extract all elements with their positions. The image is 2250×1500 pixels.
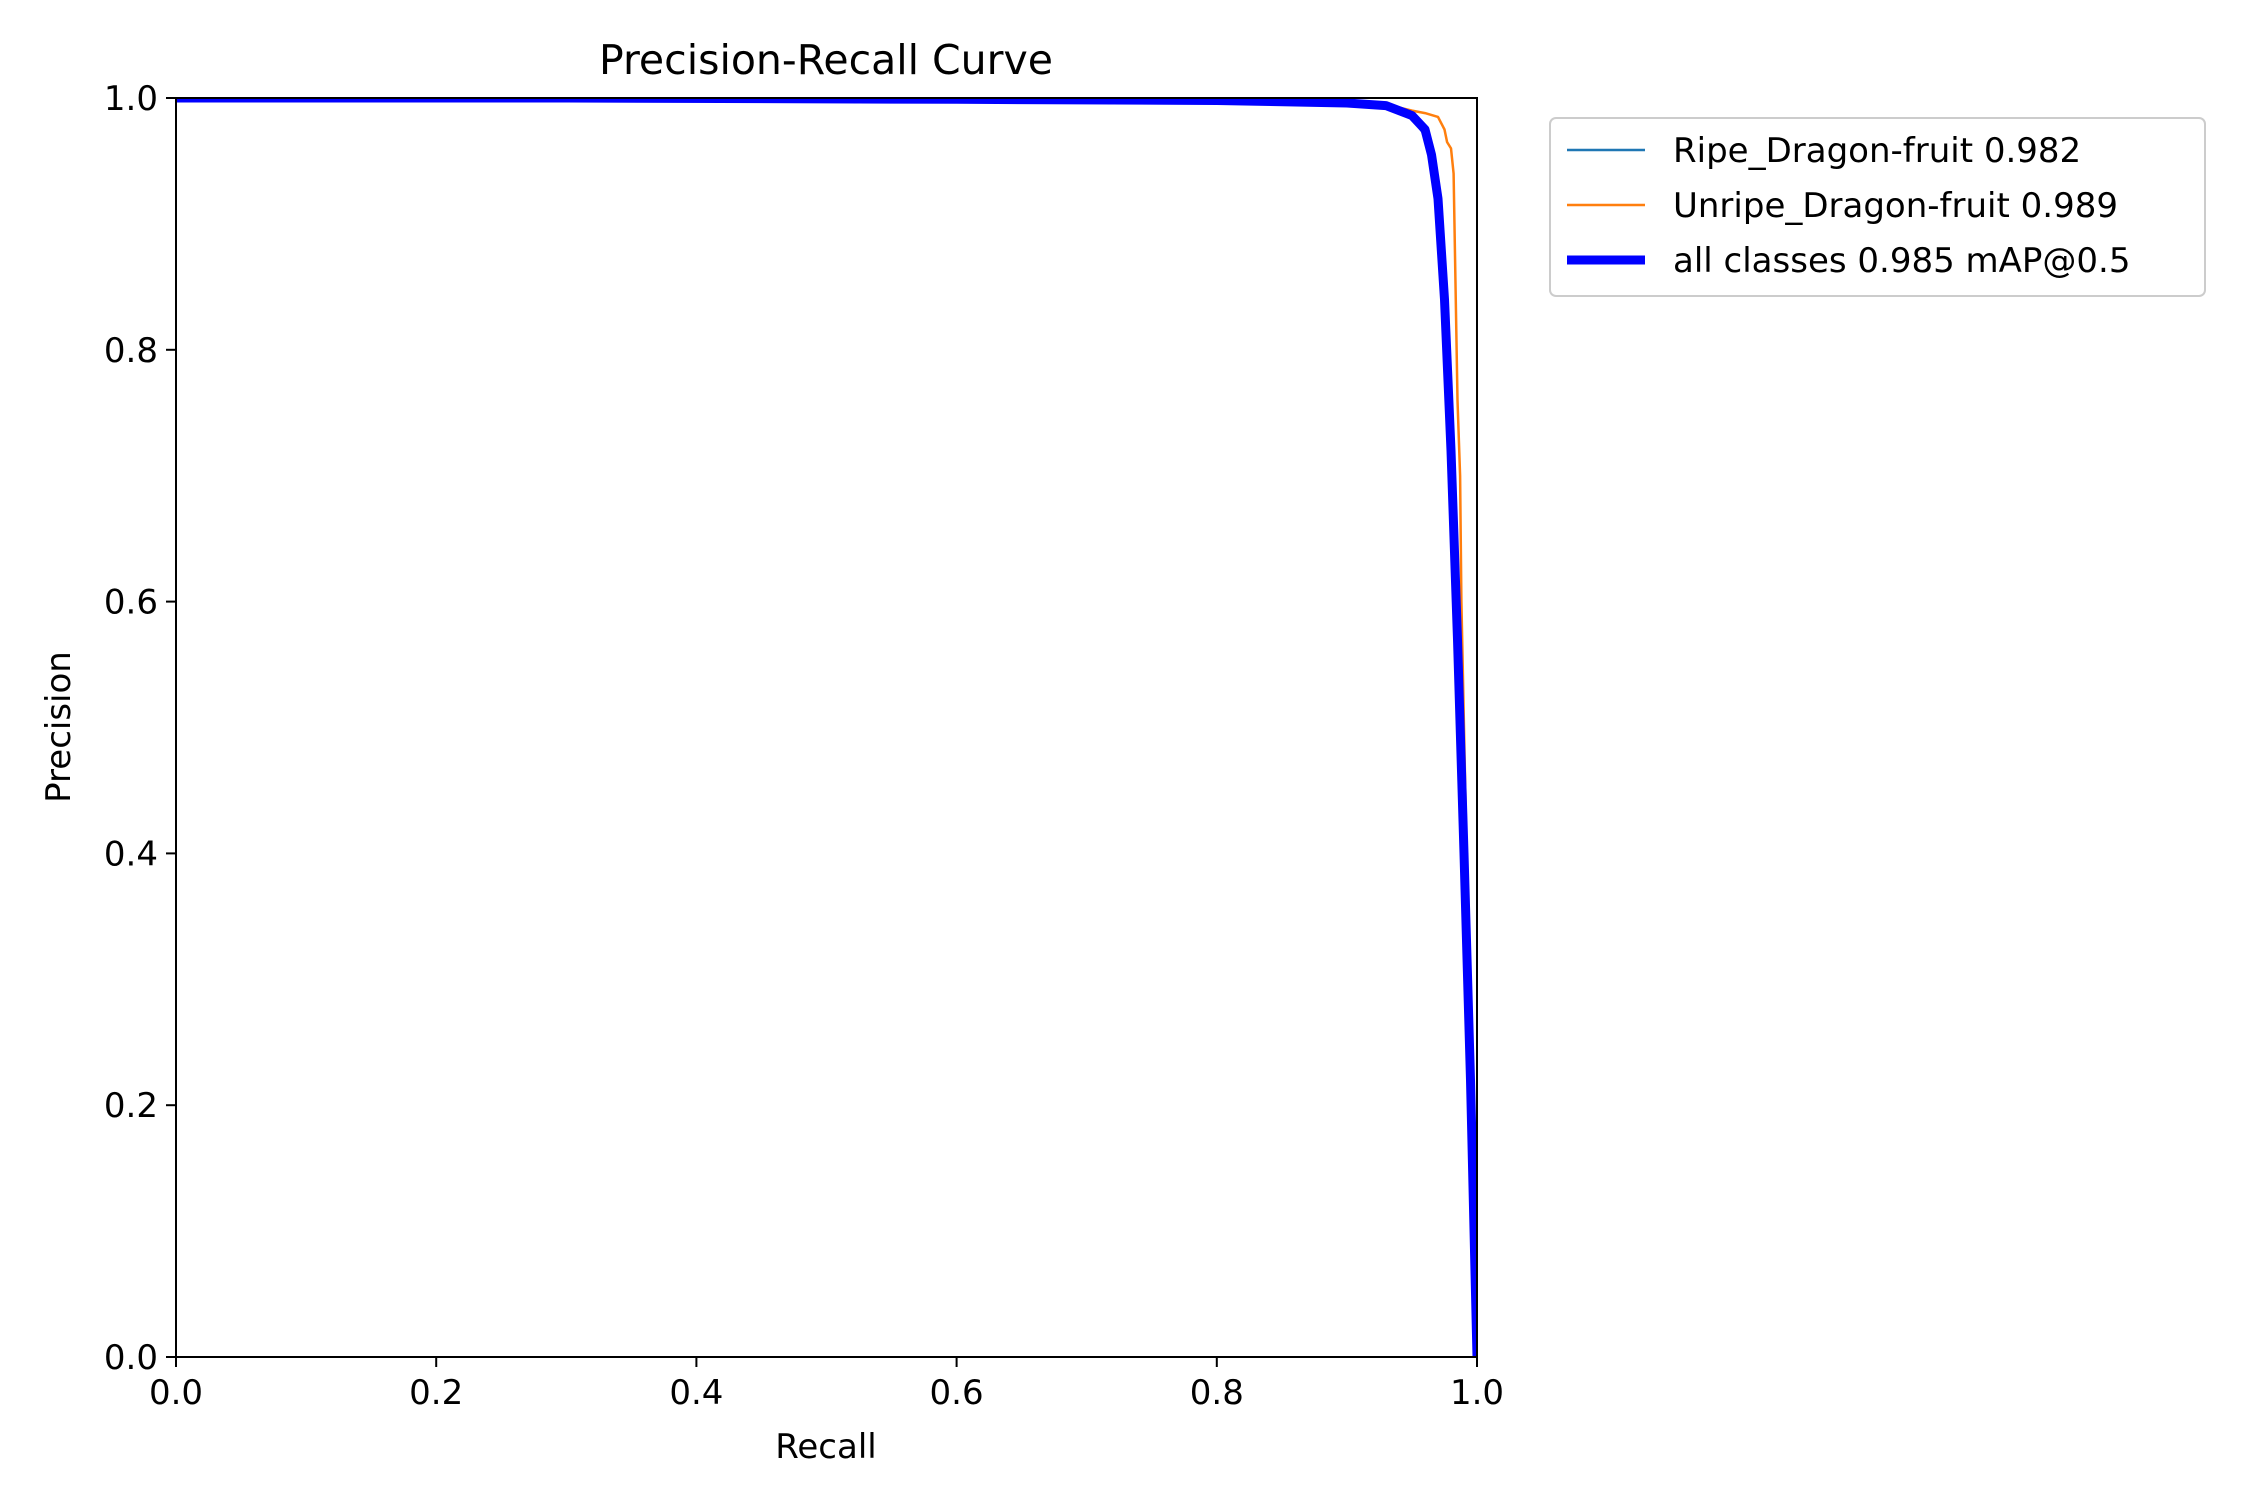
x-tick-label: 1.0 [1450, 1373, 1504, 1413]
y-axis-label: Precision [39, 651, 79, 803]
legend-items: Ripe_Dragon-fruit 0.982 Unripe_Dragon-fru… [1567, 131, 2130, 281]
x-tick-label: 0.2 [409, 1373, 463, 1413]
x-tick-label: 0.8 [1190, 1373, 1244, 1413]
y-tick-label: 0.0 [104, 1338, 158, 1378]
x-axis-ticks: 0.0 0.2 0.4 0.6 0.8 1.0 [149, 1357, 1504, 1413]
chart-title: Precision-Recall Curve [599, 36, 1053, 84]
series-line-2 [176, 98, 1477, 1357]
legend-label: Ripe_Dragon-fruit 0.982 [1673, 131, 2081, 171]
legend: Ripe_Dragon-fruit 0.982 Unripe_Dragon-fru… [1549, 117, 2206, 297]
series-line-3 [176, 98, 1477, 1357]
x-tick-label: 0.0 [149, 1373, 203, 1413]
legend-label: all classes 0.985 mAP@0.5 [1673, 241, 2130, 281]
x-axis-label: Recall [775, 1427, 876, 1467]
series-line-1 [176, 98, 1477, 1357]
plot-lines [176, 98, 1477, 1357]
legend-label: Unripe_Dragon-fruit 0.989 [1673, 186, 2118, 226]
y-tick-label: 0.4 [104, 834, 158, 874]
y-tick-label: 0.6 [104, 583, 158, 623]
x-tick-label: 0.6 [930, 1373, 984, 1413]
y-tick-label: 0.8 [104, 331, 158, 371]
x-tick-label: 0.4 [669, 1373, 723, 1413]
y-tick-label: 1.0 [104, 79, 158, 119]
legend-frame [1549, 117, 2206, 297]
y-tick-label: 0.2 [104, 1086, 158, 1126]
plot-frame [175, 97, 1478, 1358]
y-axis-ticks: 0.0 0.2 0.4 0.6 0.8 1.0 [104, 79, 176, 1378]
